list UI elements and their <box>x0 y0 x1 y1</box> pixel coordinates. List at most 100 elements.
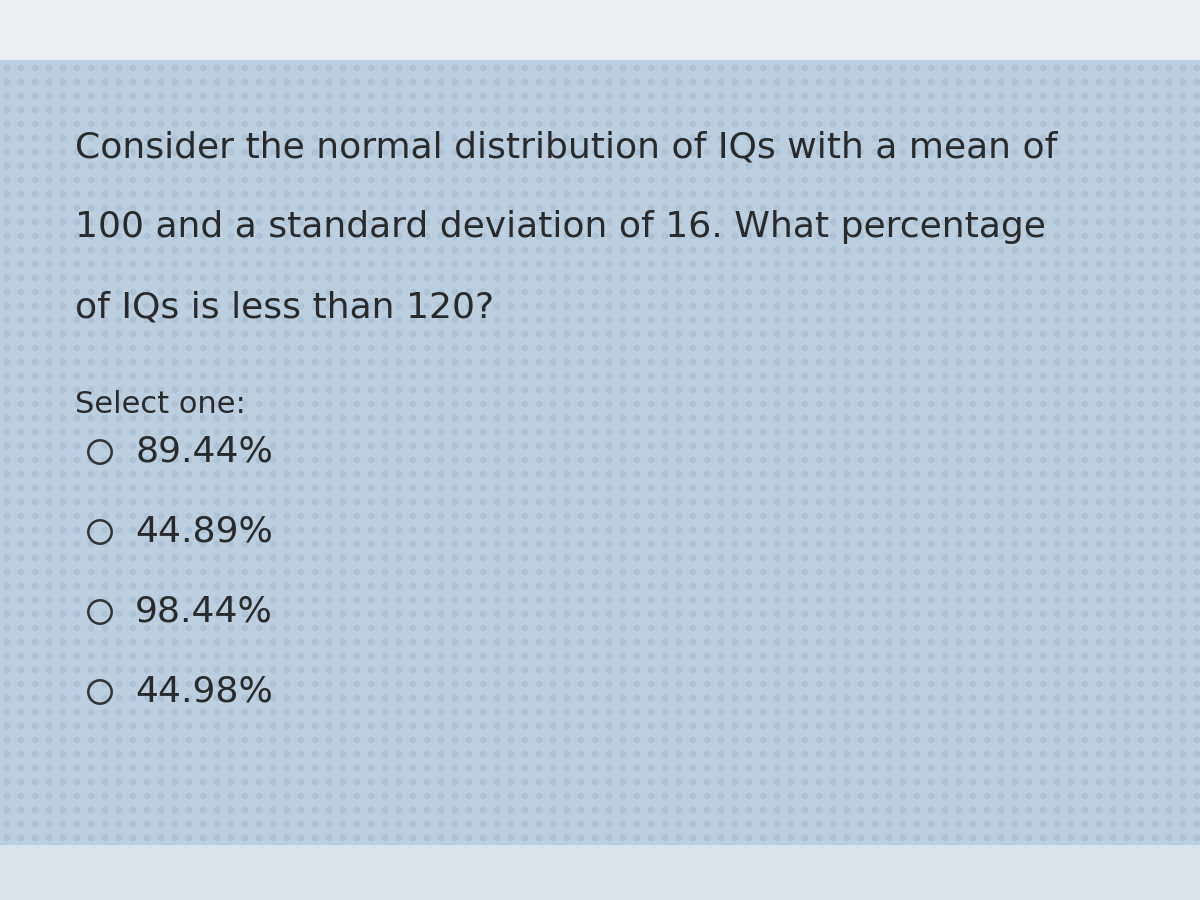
Circle shape <box>872 331 878 337</box>
Circle shape <box>1194 626 1200 631</box>
Circle shape <box>761 569 766 575</box>
Circle shape <box>1124 583 1130 589</box>
Circle shape <box>47 527 52 533</box>
Circle shape <box>509 500 514 505</box>
Circle shape <box>1166 65 1171 71</box>
Circle shape <box>396 331 402 337</box>
Circle shape <box>74 359 79 364</box>
Circle shape <box>1040 527 1046 533</box>
Circle shape <box>998 513 1003 518</box>
Circle shape <box>830 94 835 99</box>
Circle shape <box>690 177 696 183</box>
Circle shape <box>452 681 458 687</box>
Circle shape <box>1055 611 1060 616</box>
Circle shape <box>648 513 654 518</box>
Circle shape <box>971 233 976 238</box>
Circle shape <box>845 107 850 112</box>
Circle shape <box>1124 527 1130 533</box>
Circle shape <box>74 598 79 603</box>
Circle shape <box>648 107 654 112</box>
Circle shape <box>914 359 919 364</box>
Circle shape <box>803 233 808 238</box>
Circle shape <box>1026 331 1032 337</box>
Circle shape <box>551 752 556 757</box>
Circle shape <box>102 457 108 463</box>
Circle shape <box>984 681 990 687</box>
Circle shape <box>1055 275 1060 281</box>
Circle shape <box>704 275 710 281</box>
Circle shape <box>494 248 500 253</box>
Circle shape <box>564 248 570 253</box>
Circle shape <box>130 639 136 644</box>
Circle shape <box>326 317 331 323</box>
Circle shape <box>1055 303 1060 309</box>
Circle shape <box>929 752 934 757</box>
Circle shape <box>774 443 780 449</box>
Circle shape <box>466 695 472 701</box>
Circle shape <box>761 724 766 729</box>
Circle shape <box>564 500 570 505</box>
Circle shape <box>914 779 919 785</box>
Circle shape <box>677 807 682 813</box>
Circle shape <box>200 457 206 463</box>
Circle shape <box>144 374 150 379</box>
Circle shape <box>886 359 892 364</box>
Circle shape <box>1110 835 1116 841</box>
Circle shape <box>746 472 751 477</box>
Circle shape <box>270 135 276 140</box>
Circle shape <box>102 513 108 518</box>
Circle shape <box>466 122 472 127</box>
Circle shape <box>341 681 346 687</box>
Circle shape <box>900 135 906 140</box>
Circle shape <box>1082 807 1087 813</box>
Circle shape <box>494 611 500 616</box>
Circle shape <box>480 191 486 197</box>
Circle shape <box>606 653 612 659</box>
Circle shape <box>1082 793 1087 799</box>
Circle shape <box>228 248 234 253</box>
Circle shape <box>214 191 220 197</box>
Circle shape <box>648 485 654 490</box>
Circle shape <box>900 415 906 421</box>
Circle shape <box>942 248 948 253</box>
Circle shape <box>606 500 612 505</box>
Circle shape <box>186 149 192 155</box>
Circle shape <box>466 107 472 112</box>
Circle shape <box>1152 275 1158 281</box>
Circle shape <box>942 611 948 616</box>
Circle shape <box>47 359 52 364</box>
Circle shape <box>144 752 150 757</box>
Circle shape <box>718 149 724 155</box>
Circle shape <box>677 457 682 463</box>
Circle shape <box>116 429 122 435</box>
Circle shape <box>18 122 24 127</box>
Circle shape <box>1139 835 1144 841</box>
Circle shape <box>312 513 318 518</box>
Circle shape <box>354 724 360 729</box>
Circle shape <box>509 472 514 477</box>
Circle shape <box>18 233 24 238</box>
Circle shape <box>257 835 262 841</box>
Circle shape <box>845 359 850 364</box>
Circle shape <box>635 681 640 687</box>
Circle shape <box>914 205 919 211</box>
Circle shape <box>368 779 374 785</box>
Circle shape <box>298 163 304 169</box>
Circle shape <box>130 248 136 253</box>
Circle shape <box>382 177 388 183</box>
Circle shape <box>984 639 990 644</box>
Circle shape <box>803 248 808 253</box>
Circle shape <box>942 94 948 99</box>
Circle shape <box>1166 233 1171 238</box>
Circle shape <box>312 289 318 295</box>
Circle shape <box>4 177 10 183</box>
Circle shape <box>312 275 318 281</box>
Circle shape <box>173 611 178 616</box>
Circle shape <box>942 149 948 155</box>
Circle shape <box>984 724 990 729</box>
Circle shape <box>60 107 66 112</box>
Circle shape <box>74 163 79 169</box>
Circle shape <box>522 598 528 603</box>
Circle shape <box>1166 317 1171 323</box>
Circle shape <box>1040 79 1046 85</box>
